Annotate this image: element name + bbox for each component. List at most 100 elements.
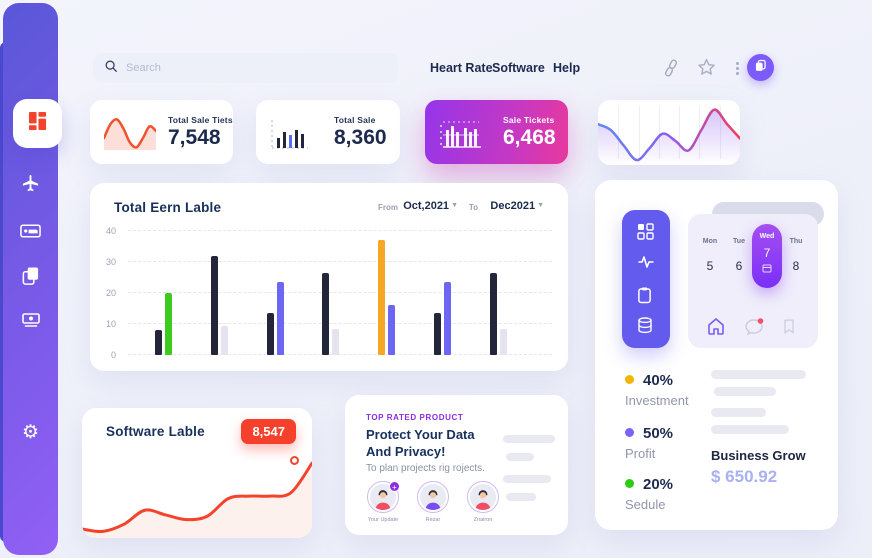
gradient-line-sparkline [598, 100, 740, 165]
software-line-chart [82, 450, 312, 538]
white-bar-icon [439, 114, 491, 150]
red-wave-sparkline [104, 114, 156, 150]
mini-bar-icon [270, 114, 322, 150]
stat-card-total-sale: Total Sale 8,360 [256, 100, 400, 164]
copy-icon [21, 266, 40, 291]
bar-secondary-3 [332, 328, 340, 355]
gridline [128, 292, 552, 293]
vertical-gridline [618, 106, 620, 159]
airplane-icon [21, 174, 40, 198]
skeleton-line [506, 453, 534, 461]
stat-label: Total Sale Tiets [168, 114, 233, 125]
avatar[interactable]: + [367, 481, 400, 513]
stat-value: 7,548 [168, 125, 221, 149]
link-icon[interactable] [661, 57, 683, 79]
avatar[interactable] [417, 481, 449, 513]
bar-primary-0 [155, 330, 162, 355]
skeleton-line [714, 387, 776, 396]
chat-icon[interactable] [744, 317, 763, 336]
legend-item-investment: 40% Investment [625, 372, 689, 408]
bed-icon [20, 223, 41, 244]
bar-secondary-5 [444, 282, 451, 355]
database-icon[interactable] [637, 317, 655, 335]
stat-card-sale-tickets: Sale Tickets 6,468 [425, 100, 568, 164]
sidebar-item-hotel[interactable] [3, 218, 58, 248]
avatar-name: Rezar [425, 517, 441, 523]
stat-card-total-sale-tiets: Total Sale Tiets 7,548 [90, 100, 233, 164]
bar-secondary-2 [276, 282, 284, 355]
y-axis: 0 10 20 30 40 [90, 226, 124, 360]
stat-label: Sale Tickets [503, 114, 555, 125]
star-icon[interactable] [696, 57, 718, 79]
nav-heart-rate[interactable]: Heart Rate [430, 61, 493, 75]
legend-item-sedule: 20% Sedule [625, 476, 674, 512]
y-tick-label: 0 [110, 350, 116, 360]
count-badge: 8,547 [241, 419, 296, 444]
skeleton-line [506, 493, 536, 501]
from-label: From [378, 203, 398, 212]
from-selector[interactable]: Oct,2021 ▼ [403, 200, 458, 212]
sidebar-item-payments[interactable] [3, 308, 58, 338]
avatar-name: Znairon [473, 517, 493, 523]
pages-avatar-button[interactable] [747, 54, 774, 81]
nav-help[interactable]: Help [553, 61, 581, 75]
bar-primary-6 [489, 272, 497, 355]
stat-value: 6,468 [503, 125, 556, 149]
home-icon[interactable] [706, 317, 725, 336]
avatar[interactable] [467, 481, 499, 513]
search-icon [104, 59, 118, 78]
calendar-day-tue[interactable]: Tue 6 [733, 238, 745, 273]
bar-primary-5 [434, 313, 441, 355]
sidebar-item-settings[interactable]: ⚙ [3, 417, 58, 447]
pulse-icon[interactable] [637, 254, 655, 272]
sidebar: ⚙ [3, 3, 62, 555]
y-tick-label: 40 [105, 226, 116, 236]
vertical-gridline [638, 106, 640, 159]
calendar-day-thu[interactable]: Thu 8 [789, 238, 803, 273]
vertical-gridline [679, 106, 681, 159]
bar-secondary-6 [499, 328, 507, 355]
bar-chart-plot [128, 230, 552, 355]
legend-dot-green [625, 479, 634, 488]
skeleton-line [503, 475, 551, 483]
legend-item-profit: 50% Profit [625, 425, 674, 461]
legend-dot-purple [625, 428, 634, 437]
card-heading: Protect Your Data And Privacy! [366, 427, 475, 459]
search-input[interactable] [126, 62, 366, 74]
bar-primary-1 [210, 255, 218, 355]
nav-software[interactable]: Software [492, 61, 545, 75]
bar-primary-3 [322, 272, 330, 355]
chevron-down-icon: ▼ [537, 202, 544, 209]
bar-primary-4 [378, 240, 386, 355]
calendar-day-mon[interactable]: Mon 5 [702, 238, 718, 273]
line-endpoint-marker [290, 456, 299, 466]
search-bar [93, 53, 398, 83]
avatar-name: Your Update [367, 517, 399, 523]
calendar-day-wed-selected[interactable]: Wed 7 [752, 224, 782, 288]
vertical-toolbar [622, 210, 670, 348]
cash-icon [21, 312, 41, 334]
skeleton-line [711, 370, 806, 379]
bar-secondary-0 [165, 293, 172, 355]
sidebar-item-travel[interactable] [3, 171, 58, 201]
sidebar-item-documents[interactable] [3, 263, 58, 293]
gridline [128, 230, 552, 231]
grid-icon[interactable] [637, 223, 655, 241]
bar-secondary-1 [220, 325, 228, 355]
bookmark-icon[interactable] [781, 317, 800, 336]
to-selector[interactable]: Dec2021 ▼ [490, 200, 544, 212]
skeleton-line [711, 425, 789, 434]
business-grow-amount: $ 650.92 [711, 467, 778, 486]
kebab-menu-icon[interactable] [726, 60, 748, 82]
gear-icon: ⚙ [21, 421, 40, 443]
vertical-gridline [658, 106, 660, 159]
gridline [128, 323, 552, 324]
sidebar-item-dashboard[interactable] [13, 99, 62, 148]
software-lable-card: Software Lable 8,547 [82, 408, 312, 538]
card-subtext: To plan projects rig rojects. [366, 463, 485, 474]
clipboard-icon[interactable] [637, 286, 655, 304]
gridline [128, 354, 552, 355]
y-tick-label: 30 [105, 257, 116, 267]
legend-dot-yellow [625, 375, 634, 384]
card-eyebrow: TOP RATED PRODUCT [366, 413, 464, 422]
